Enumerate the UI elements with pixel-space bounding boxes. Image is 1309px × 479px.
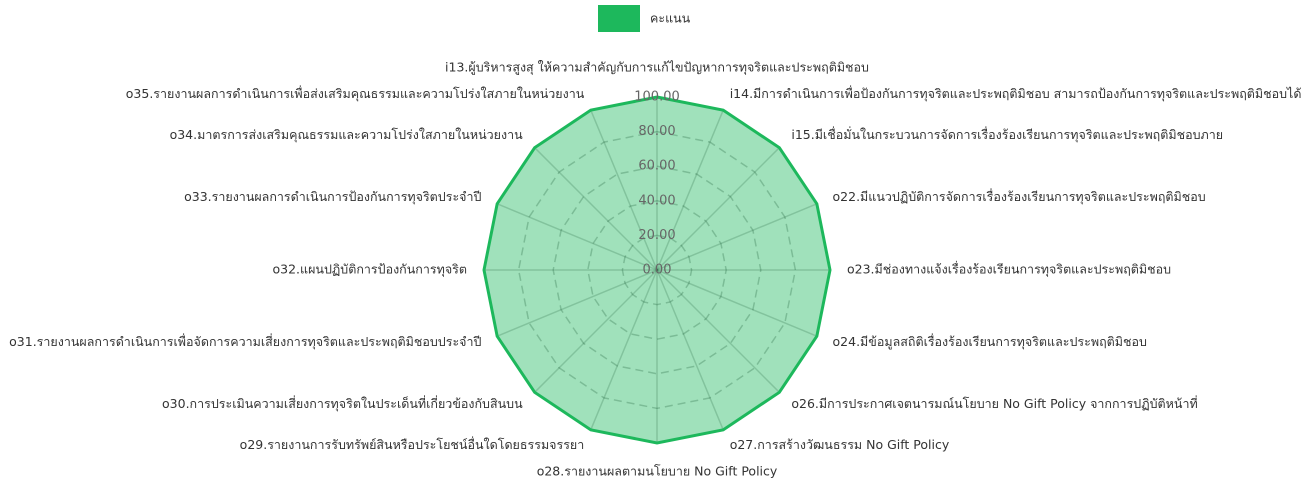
axis-label: i15.มีเชื่อมั่นในกระบวนการจัดการเรื่องร้… xyxy=(791,126,1223,143)
axis-label: o31.รายงานผลการดำเนินการเพื่อจัดการความเ… xyxy=(9,333,481,350)
legend-label: คะแนน xyxy=(650,11,691,26)
grid-ring xyxy=(587,200,727,340)
axis-label: i14.มีการดำเนินการเพื่อป้องกันการทุจริตแ… xyxy=(730,85,1302,102)
tick-label: 80.00 xyxy=(638,124,675,139)
spoke xyxy=(656,109,724,271)
axis-label: o24.มีข้อมูลสถิติเรื่องร้องเรียนการทุจริ… xyxy=(833,333,1147,350)
axis-label: o22.มีแนวปฏิบัติการจัดการเรื่องร้องเรียน… xyxy=(833,188,1206,205)
axis-label: o23.มีช่องทางแจ้งเรื่องร้องเรียนการทุจริ… xyxy=(847,261,1171,278)
grid-ring xyxy=(517,130,797,410)
axis-label: o26.มีการประกาศเจตนารมณ์นโยบาย No Gift P… xyxy=(791,395,1197,411)
spoke xyxy=(590,109,658,271)
grid-ring xyxy=(552,165,762,375)
axis-label: o33.รายงานผลการดำเนินการป้องกันการทุจริต… xyxy=(184,189,481,205)
legend-swatch xyxy=(598,5,640,32)
axis-label: i13.ผู้บริหารสูงสุ ให้ความสำคัญกับการแก้… xyxy=(445,60,869,76)
spoke xyxy=(534,269,658,393)
axis-label: o29.รายงานการรับทรัพย์สินหรือประโยชน์อื่… xyxy=(240,436,585,452)
spoke xyxy=(656,269,724,431)
axis-label: o34.มาตรการส่งเสริมคุณธรรมและความโปร่งใส… xyxy=(170,127,524,143)
spoke xyxy=(656,269,818,337)
grid-ring xyxy=(621,234,693,306)
spoke xyxy=(496,269,658,337)
tick-label: 40.00 xyxy=(638,193,675,208)
axis-label: o27.การสร้างวัฒนธรรม No Gift Policy xyxy=(730,437,950,452)
spoke xyxy=(656,269,780,393)
tick-label: 100.00 xyxy=(634,90,680,105)
spoke xyxy=(656,147,780,271)
axis-label: o35.รายงานผลการดำเนินการเพื่อส่งเสริมคุณ… xyxy=(126,85,585,102)
tick-label: 20.00 xyxy=(638,228,675,243)
axis-label: o30.การประเมินความเสี่ยงการทุจริตในประเด… xyxy=(162,395,523,412)
axis-label: o32.แผนปฏิบัติการป้องกันการทุจริต xyxy=(273,262,468,278)
spoke xyxy=(496,203,658,271)
axis-label: o28.รายงานผลตามนโยบาย No Gift Policy xyxy=(537,464,778,479)
tick-label: 0.00 xyxy=(643,263,672,278)
tick-label: 60.00 xyxy=(638,159,675,174)
spoke xyxy=(534,147,658,271)
spoke xyxy=(656,203,818,271)
radar-area xyxy=(482,95,832,445)
spoke xyxy=(590,269,658,431)
